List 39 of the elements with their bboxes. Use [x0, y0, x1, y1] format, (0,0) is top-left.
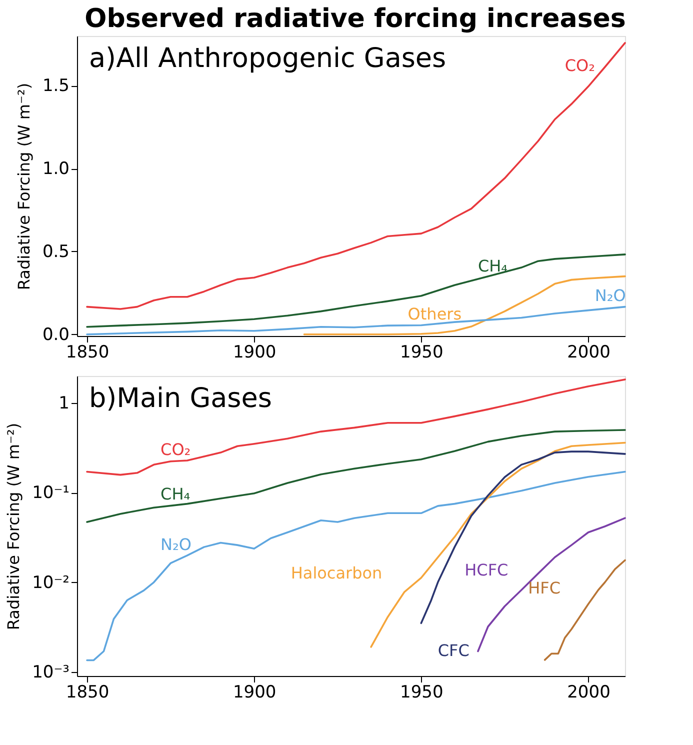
series-label: N₂O: [160, 535, 192, 554]
x-tick-label: 2000: [567, 342, 610, 362]
series-label: Others: [408, 304, 462, 324]
y-axis-title: Radiative Forcing (W m⁻²): [14, 82, 34, 290]
chart-subtitle: b)Main Gases: [89, 383, 272, 414]
y-tick-label: 1: [58, 393, 70, 414]
line-series: [86, 429, 626, 523]
x-tick-label: 2000: [567, 682, 610, 702]
series-label: CO₂: [564, 56, 596, 75]
series-label: CO₂: [160, 440, 191, 459]
series-label: Halocarbon: [290, 564, 382, 583]
x-tick-label: 1900: [232, 682, 276, 702]
line-series: [86, 470, 626, 662]
y-tick-label: 1.5: [42, 76, 70, 96]
y-tick-label: 0.0: [42, 324, 70, 345]
series-label: N₂O: [594, 286, 626, 306]
series-label: CH₄: [478, 256, 508, 276]
line-series: [86, 254, 626, 328]
x-tick-label: 1900: [232, 342, 276, 362]
line-series: [303, 275, 626, 336]
series-label: CH₄: [160, 484, 190, 504]
x-tick-label: 1850: [66, 682, 110, 702]
x-tick-label: 1950: [400, 342, 444, 362]
chart-subtitle: a)All Anthropogenic Gases: [89, 43, 446, 74]
y-tick-label: 10⁻³: [32, 662, 70, 682]
x-tick-label: 1850: [66, 342, 110, 362]
y-axis-title: Radiative Forcing (W m⁻²): [4, 422, 24, 630]
x-tick-label: 1950: [400, 682, 444, 702]
line-series: [86, 378, 626, 476]
chart-title: Observed radiative forcing increases: [84, 4, 626, 34]
line-series: [86, 306, 626, 336]
y-tick-label: 10⁻¹: [32, 483, 70, 504]
series-label: HFC: [528, 578, 561, 598]
line-series: [420, 450, 626, 624]
y-tick-label: 10⁻²: [32, 572, 70, 593]
y-tick-label: 1.0: [42, 159, 70, 180]
series-label: CFC: [438, 641, 470, 660]
series-label: HCFC: [464, 560, 508, 580]
y-tick-label: 0.5: [42, 242, 70, 262]
